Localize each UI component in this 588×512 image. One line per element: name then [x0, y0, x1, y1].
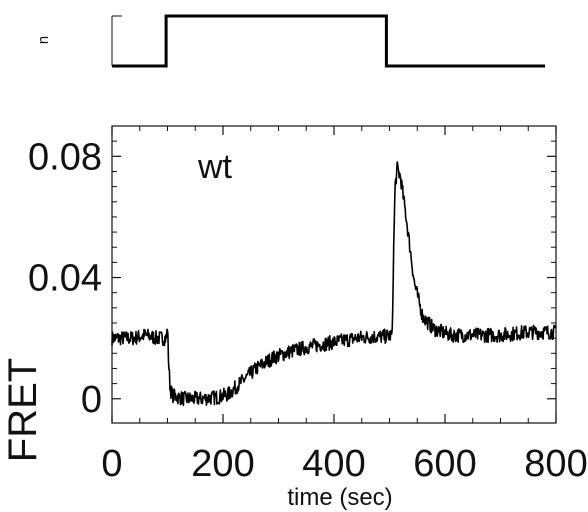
x-axis: 0 200 400 600 800: [101, 126, 588, 485]
fret-series-line: [111, 161, 557, 407]
x-axis-title: time (sec): [287, 484, 392, 511]
stimulus-panel: u: [36, 14, 545, 68]
minor-ticks: [112, 126, 556, 423]
y-tick-label: 0.04: [28, 258, 102, 300]
y-tick-label: 0: [81, 379, 102, 421]
stimulus-series-line: [112, 14, 545, 68]
stimulus-y-label: u: [36, 36, 53, 44]
y-tick-label: 0.08: [28, 136, 102, 178]
x-tick-label: 200: [191, 443, 254, 485]
x-tick-label: 800: [524, 443, 587, 485]
strain-annotation: wt: [197, 148, 233, 186]
x-tick-label: 400: [302, 443, 365, 485]
x-tick-label: 0: [101, 443, 122, 485]
y-axis-title: FRET: [1, 358, 45, 462]
response-panel: 0 200 400 600 800 0 0.04 0.08 wt time (sec) FR…: [1, 125, 588, 511]
plot-frame: [111, 125, 557, 424]
x-tick-label: 600: [413, 443, 476, 485]
y-axis: 0 0.04 0.08: [28, 136, 556, 421]
